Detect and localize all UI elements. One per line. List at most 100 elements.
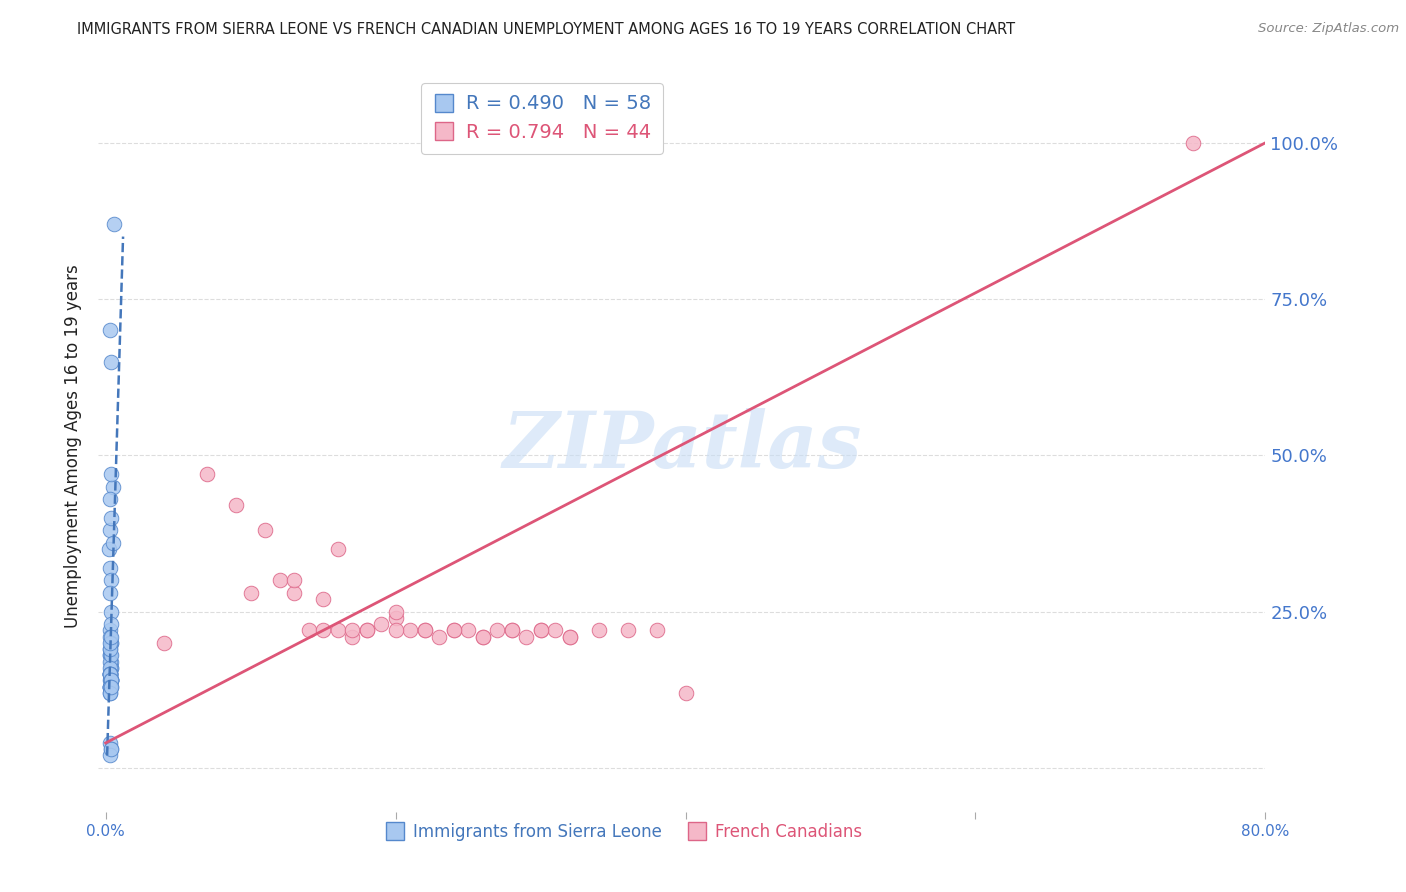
Point xyxy=(98,524,121,538)
Point xyxy=(326,542,349,557)
Point xyxy=(195,467,218,482)
Point xyxy=(529,624,551,638)
Point xyxy=(97,542,120,557)
Point xyxy=(98,667,121,681)
Point xyxy=(501,624,523,638)
Point xyxy=(340,630,363,644)
Point xyxy=(98,680,121,694)
Point xyxy=(98,492,121,507)
Point xyxy=(356,624,378,638)
Point xyxy=(101,480,124,494)
Point xyxy=(98,648,121,663)
Point xyxy=(645,624,668,638)
Point xyxy=(98,655,121,669)
Point xyxy=(98,667,121,681)
Point xyxy=(100,648,122,663)
Point xyxy=(443,624,465,638)
Point xyxy=(98,686,121,700)
Point xyxy=(101,536,124,550)
Point xyxy=(100,574,122,588)
Point xyxy=(340,624,363,638)
Point xyxy=(98,648,121,663)
Point xyxy=(100,661,122,675)
Point xyxy=(103,217,125,231)
Point xyxy=(98,642,121,657)
Point xyxy=(384,611,406,625)
Point xyxy=(254,524,277,538)
Point xyxy=(98,661,121,675)
Point xyxy=(98,624,121,638)
Point xyxy=(558,630,581,644)
Point xyxy=(1181,136,1204,150)
Point xyxy=(100,673,122,688)
Point xyxy=(501,624,523,638)
Point xyxy=(544,624,567,638)
Point xyxy=(152,636,174,650)
Point xyxy=(486,624,509,638)
Point xyxy=(98,586,121,600)
Point xyxy=(100,742,122,756)
Point xyxy=(515,630,537,644)
Point xyxy=(100,673,122,688)
Point xyxy=(239,586,262,600)
Point xyxy=(98,630,121,644)
Point xyxy=(616,624,638,638)
Point xyxy=(443,624,465,638)
Point xyxy=(427,630,450,644)
Text: ZIPatlas: ZIPatlas xyxy=(502,408,862,484)
Point xyxy=(283,586,305,600)
Point xyxy=(98,686,121,700)
Point xyxy=(399,624,422,638)
Point xyxy=(457,624,479,638)
Point xyxy=(312,592,335,607)
Point xyxy=(326,624,349,638)
Point xyxy=(100,680,122,694)
Point xyxy=(471,630,494,644)
Point xyxy=(100,617,122,632)
Point xyxy=(98,673,121,688)
Point xyxy=(98,680,121,694)
Point xyxy=(100,630,122,644)
Point xyxy=(98,667,121,681)
Point xyxy=(100,655,122,669)
Text: IMMIGRANTS FROM SIERRA LEONE VS FRENCH CANADIAN UNEMPLOYMENT AMONG AGES 16 TO 19: IMMIGRANTS FROM SIERRA LEONE VS FRENCH C… xyxy=(77,22,1015,37)
Point xyxy=(558,630,581,644)
Point xyxy=(100,680,122,694)
Point xyxy=(312,624,335,638)
Point xyxy=(98,748,121,763)
Point xyxy=(100,673,122,688)
Point xyxy=(98,680,121,694)
Point xyxy=(100,467,122,482)
Point xyxy=(98,667,121,681)
Point xyxy=(98,736,121,750)
Point xyxy=(370,617,392,632)
Point xyxy=(269,574,291,588)
Point xyxy=(100,636,122,650)
Point xyxy=(413,624,436,638)
Point xyxy=(529,624,551,638)
Point xyxy=(98,680,121,694)
Point xyxy=(356,624,378,638)
Point xyxy=(98,636,121,650)
Point xyxy=(384,605,406,619)
Point xyxy=(298,624,321,638)
Point xyxy=(100,742,122,756)
Point xyxy=(675,686,697,700)
Point xyxy=(100,354,122,368)
Y-axis label: Unemployment Among Ages 16 to 19 years: Unemployment Among Ages 16 to 19 years xyxy=(65,264,83,628)
Text: Source: ZipAtlas.com: Source: ZipAtlas.com xyxy=(1258,22,1399,36)
Point xyxy=(98,561,121,575)
Point xyxy=(384,624,406,638)
Legend: Immigrants from Sierra Leone, French Canadians: Immigrants from Sierra Leone, French Can… xyxy=(378,816,869,847)
Point xyxy=(100,511,122,525)
Point xyxy=(225,499,247,513)
Point xyxy=(100,673,122,688)
Point xyxy=(100,673,122,688)
Point xyxy=(100,636,122,650)
Point xyxy=(100,661,122,675)
Point xyxy=(98,667,121,681)
Point xyxy=(98,680,121,694)
Point xyxy=(283,574,305,588)
Point xyxy=(471,630,494,644)
Point xyxy=(98,323,121,337)
